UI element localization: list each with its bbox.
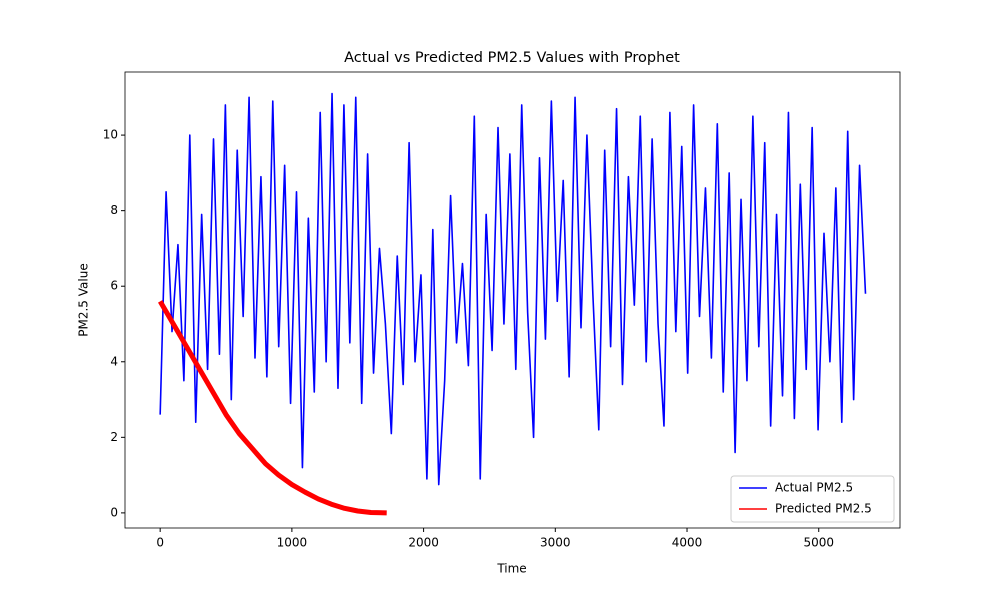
x-tick-label: 5000 — [803, 536, 834, 550]
x-tick-label: 2000 — [408, 536, 439, 550]
y-tick-label: 6 — [110, 279, 118, 293]
x-tick-label: 0 — [156, 536, 164, 550]
y-axis-label: PM2.5 Value — [77, 263, 91, 336]
x-axis-label: Time — [496, 562, 526, 576]
y-tick-label: 0 — [110, 505, 118, 519]
legend-label: Predicted PM2.5 — [775, 502, 872, 516]
y-tick-label: 2 — [110, 430, 118, 444]
chart-title: Actual vs Predicted PM2.5 Values with Pr… — [344, 50, 680, 66]
legend-box — [730, 475, 895, 523]
y-tick-label: 8 — [110, 203, 118, 217]
data-line — [159, 92, 867, 486]
y-tick-label: 4 — [110, 354, 118, 368]
data-line — [158, 300, 387, 516]
x-tick-label: 1000 — [277, 536, 308, 550]
plot-frame — [124, 71, 901, 529]
x-tick-label: 3000 — [540, 536, 571, 550]
x-tick-label: 4000 — [672, 536, 703, 550]
legend-label: Actual PM2.5 — [775, 481, 853, 495]
y-tick-label: 10 — [103, 128, 118, 142]
